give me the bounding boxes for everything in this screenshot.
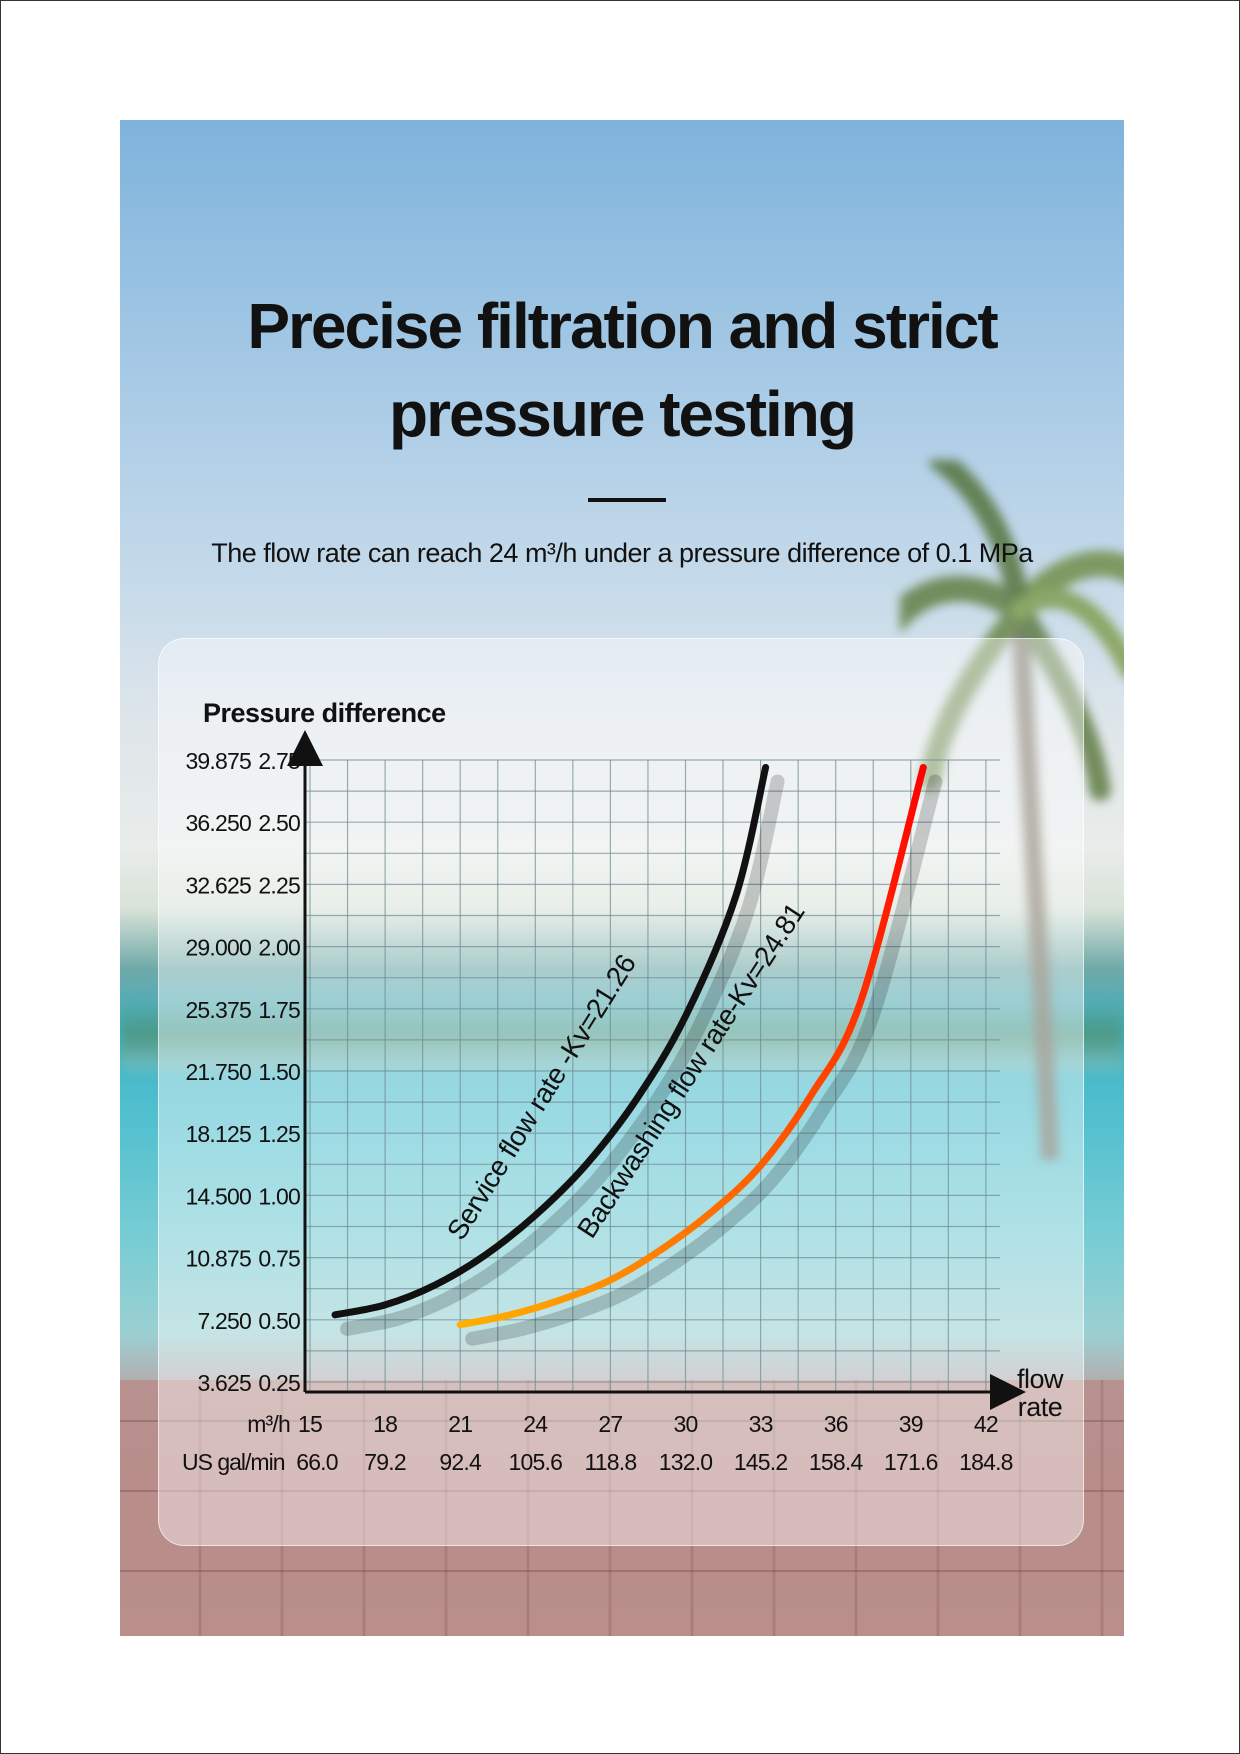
headline-line-1: Precise filtration and strict: [247, 290, 998, 362]
y-tick-label: 2.50: [258, 810, 300, 836]
y-tick-label-secondary: 3.625: [197, 1370, 251, 1396]
chart-axes: [287, 730, 1026, 1410]
headline: Precise filtration and strict pressure t…: [120, 282, 1124, 458]
x-tick-label-secondary: 79.2: [364, 1449, 406, 1475]
x-tick-label: 24: [523, 1411, 548, 1437]
x-tick-label: 21: [448, 1411, 472, 1437]
backwashing-flow-curve: [456, 763, 927, 1329]
x-tick-label: 15: [298, 1411, 322, 1437]
backwashing-flow-curve-shadow: [465, 774, 943, 1346]
x-tick-label: 33: [749, 1411, 773, 1437]
island-horizon: [120, 1000, 1124, 1070]
y-tick-label-secondary: 25.375: [185, 997, 251, 1023]
x-tick-label: 18: [373, 1411, 397, 1437]
x-tick-label-secondary: 145.2: [734, 1449, 788, 1475]
y-tick-label-secondary: 10.875: [185, 1246, 251, 1272]
x-tick-label: 27: [598, 1411, 622, 1437]
x-unit-primary: m³/h: [247, 1411, 290, 1437]
chart-tick-labels: flow rate 3.625 0.25 7.250 0.50 10.875 0.75 14.5…: [182, 748, 1065, 1475]
service-flow-curve-shadow: [340, 774, 785, 1336]
y-tick-label-secondary: 39.875: [185, 748, 251, 774]
title-divider: [588, 498, 666, 502]
chart-panel: [158, 638, 1084, 1546]
y-tick-label-secondary: 32.625: [185, 872, 251, 898]
x-tick-label-secondary: 171.6: [884, 1449, 938, 1475]
x-axis-label-line-1: flow: [1017, 1364, 1064, 1394]
y-axis-label: Pressure difference: [203, 698, 446, 728]
y-tick-label: 1.00: [258, 1183, 300, 1209]
y-tick-label: 0.75: [258, 1246, 300, 1272]
x-tick-label-secondary: 92.4: [439, 1449, 482, 1475]
y-tick-label: 2.00: [258, 935, 300, 961]
x-tick-label: 36: [824, 1411, 848, 1437]
wooden-deck: [120, 1380, 1124, 1636]
x-axis-label: flow rate: [1017, 1364, 1064, 1422]
y-tick-label: 0.50: [258, 1308, 300, 1334]
subtitle: The flow rate can reach 24 m³/h under a …: [211, 538, 1033, 568]
y-tick-label: 0.25: [258, 1370, 300, 1396]
palm-tree-illustration: [900, 460, 1124, 1160]
y-tick-label-secondary: 18.125: [185, 1121, 251, 1147]
x-tick-label-secondary: 118.8: [584, 1449, 636, 1475]
y-tick-label-secondary: 14.500: [185, 1183, 251, 1209]
x-tick-label-secondary: 132.0: [659, 1449, 713, 1475]
x-tick-label: 39: [899, 1411, 923, 1437]
y-tick-label-secondary: 21.750: [185, 1059, 251, 1085]
background-photo: [120, 120, 1124, 1636]
y-tick-label: 2.25: [258, 872, 300, 898]
x-tick-label-secondary: 105.6: [509, 1449, 563, 1475]
x-tick-label-secondary: 66.0: [296, 1449, 338, 1475]
x-unit-secondary: US gal/min: [182, 1449, 285, 1475]
x-tick-label-secondary: 158.4: [809, 1449, 864, 1475]
y-tick-label: 1.50: [258, 1059, 300, 1085]
y-tick-label: 2.75: [258, 748, 300, 774]
y-tick-label: 1.25: [258, 1121, 300, 1147]
y-tick-label-secondary: 29.000: [185, 935, 251, 961]
x-tick-label: 30: [674, 1411, 698, 1437]
service-flow-curve: [331, 763, 770, 1319]
y-tick-label-secondary: 36.250: [185, 810, 251, 836]
y-tick-label-secondary: 7.250: [197, 1308, 251, 1334]
x-tick-label: 42: [974, 1411, 998, 1437]
y-tick-label: 1.75: [258, 997, 300, 1023]
x-axis-label-line-2: rate: [1018, 1392, 1063, 1422]
headline-line-2: pressure testing: [389, 378, 857, 450]
x-tick-label-secondary: 184.8: [959, 1449, 1013, 1475]
